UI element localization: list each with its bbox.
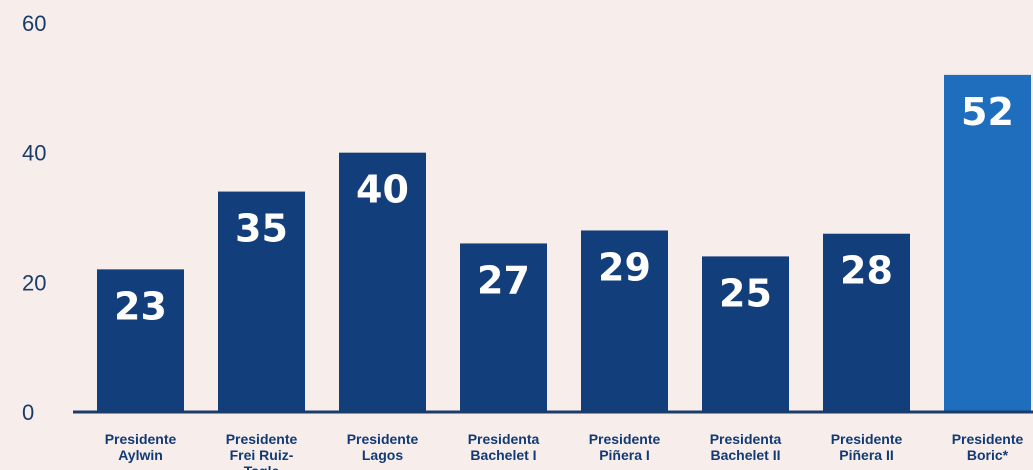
category-label-line: Presidente <box>347 431 419 447</box>
category-label: Presidente Boric* <box>952 431 1024 463</box>
category-label: Presidente Aylwin <box>105 431 177 463</box>
category-label-line: Aylwin <box>118 447 163 463</box>
category-label-line: Lagos <box>362 447 403 463</box>
category-label: Presidente Piñera II <box>831 431 903 463</box>
bar <box>460 243 547 412</box>
category-label-line: Bachelet II <box>710 447 780 463</box>
category-label-line: Presidente <box>952 431 1024 447</box>
bar-value-label: 35 <box>235 207 288 251</box>
y-tick-label: 20 <box>22 270 46 295</box>
bar <box>944 74 1031 412</box>
category-label-line: Frei Ruiz- <box>230 447 294 463</box>
bar <box>339 152 426 412</box>
category-label: Presidente Lagos <box>347 431 419 463</box>
bar <box>581 230 668 412</box>
category-label-line: Presidente <box>105 431 177 447</box>
category-label: Presidente Piñera I <box>589 431 661 463</box>
category-label-line: Piñera I <box>599 447 650 463</box>
y-tick-label: 0 <box>22 400 34 425</box>
category-label-line: Piñera II <box>839 447 893 463</box>
category-label-line: Bachelet I <box>470 447 536 463</box>
bar-value-label: 25 <box>719 271 772 315</box>
category-label-line: Tagle <box>244 463 280 470</box>
category-label-line: Presidente <box>226 431 298 447</box>
bar-value-label: 52 <box>961 90 1014 134</box>
bar <box>823 233 910 412</box>
y-tick-label: 40 <box>22 141 46 166</box>
category-label: Presidenta Bachelet II <box>710 431 782 463</box>
category-label-line: Boric* <box>967 447 1009 463</box>
category-label-line: Presidente <box>589 431 661 447</box>
bar-value-label: 27 <box>477 258 530 302</box>
category-label-line: Presidente <box>831 431 903 447</box>
bar-value-label: 29 <box>598 245 651 289</box>
bar-value-label: 40 <box>356 168 409 212</box>
bar <box>702 256 789 412</box>
y-tick-label: 60 <box>22 11 46 36</box>
bar-value-label: 23 <box>114 284 167 328</box>
category-label: Presidenta Bachelet I <box>468 431 540 463</box>
bar <box>218 191 305 412</box>
category-label-line: Presidenta <box>468 431 540 447</box>
bar-value-label: 28 <box>840 249 893 293</box>
bar <box>97 269 184 412</box>
category-label-line: Presidenta <box>710 431 782 447</box>
